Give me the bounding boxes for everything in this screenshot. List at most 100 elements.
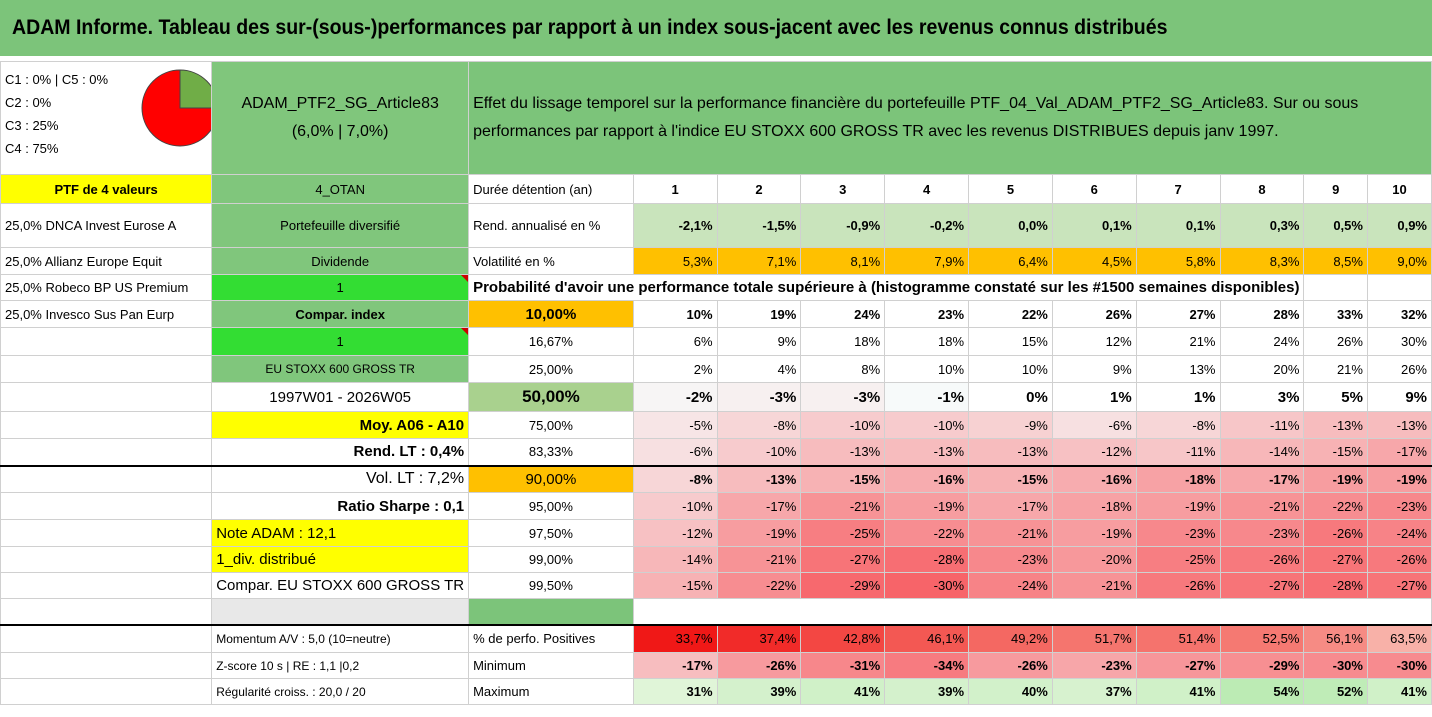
prob-cell: 10% xyxy=(884,355,970,383)
pos-value: 56,1% xyxy=(1303,623,1368,653)
info-one-a: 1 xyxy=(211,274,470,301)
report-title: ADAM Informe. Tableau des sur-(sous-)per… xyxy=(12,16,1168,39)
info-zscore: Z-score 10 s | RE : 1,1 |0,2 xyxy=(211,652,470,679)
duration-header: 7 xyxy=(1135,174,1221,204)
prob-threshold: 97,50% xyxy=(468,519,634,547)
prob-cell: 26% xyxy=(1051,300,1137,328)
pos-value: 33,7% xyxy=(632,623,718,653)
prob-cell: -20% xyxy=(1051,546,1137,573)
description-line-2: performances par rapport à l'indice EU S… xyxy=(473,123,1279,140)
prob-cell: -23% xyxy=(968,546,1053,573)
prob-cell: 12% xyxy=(1051,327,1137,356)
min-value: -26% xyxy=(716,652,802,679)
category-c2: C2 : 0% xyxy=(5,95,52,110)
prob-cell: 20% xyxy=(1219,355,1305,383)
duration-header: 2 xyxy=(716,174,802,204)
prob-cell: 18% xyxy=(884,327,970,356)
prob-cell: -26% xyxy=(1219,546,1305,573)
prob-cell: -9% xyxy=(968,411,1053,439)
prob-cell: -21% xyxy=(1219,492,1305,520)
prob-cell: -21% xyxy=(800,492,886,520)
prob-cell: 21% xyxy=(1303,355,1368,383)
category-c4: C4 : 75% xyxy=(5,141,59,156)
rend-value: -2,1% xyxy=(632,203,718,248)
min-value: -30% xyxy=(1303,652,1368,679)
ptf-label: PTF de 4 valeurs xyxy=(0,174,213,204)
duration-header: 5 xyxy=(968,174,1053,204)
max-value: 37% xyxy=(1051,678,1137,705)
rend-value: 0,1% xyxy=(1135,203,1221,248)
rend-value: -0,9% xyxy=(800,203,886,248)
duration-header: 6 xyxy=(1051,174,1137,204)
prob-cell: 26% xyxy=(1366,355,1432,383)
info-diversified: Portefeuille diversifié xyxy=(211,203,470,248)
prob-cell: -1% xyxy=(884,382,970,412)
vol-value: 5,8% xyxy=(1135,247,1221,275)
info-period: 1997W01 - 2026W05 xyxy=(211,382,470,412)
description-line-1: Effet du lissage temporel sur la perform… xyxy=(473,95,1359,112)
holding-2: 25,0% Allianz Europe Equit xyxy=(0,247,213,275)
min-value: -34% xyxy=(884,652,970,679)
max-value: 39% xyxy=(716,678,802,705)
pos-value: 42,8% xyxy=(800,623,886,653)
prob-cell: 10% xyxy=(632,300,718,328)
prob-cell: -22% xyxy=(716,572,802,599)
info-vol-lt: Vol. LT : 7,2% xyxy=(211,464,470,493)
vol-label: Volatilité en % xyxy=(468,247,634,275)
prob-cell: 10% xyxy=(968,355,1053,383)
prob-cell: -13% xyxy=(1303,411,1368,439)
prob-cell: -13% xyxy=(716,464,802,493)
prob-cell: -27% xyxy=(1303,546,1368,573)
prob-cell: -26% xyxy=(1303,519,1368,547)
vol-value: 8,3% xyxy=(1219,247,1305,275)
prob-cell: -19% xyxy=(884,492,970,520)
prob-cell: -17% xyxy=(1219,464,1305,493)
rend-value: 0,9% xyxy=(1366,203,1432,248)
report-title-bar: ADAM Informe. Tableau des sur-(sous-)per… xyxy=(0,0,1432,58)
vol-value: 5,3% xyxy=(632,247,718,275)
prob-cell: -18% xyxy=(1135,464,1221,493)
prob-cell: -13% xyxy=(968,438,1053,466)
prob-cell: -17% xyxy=(968,492,1053,520)
pos-value: 51,7% xyxy=(1051,623,1137,653)
max-value: 31% xyxy=(632,678,718,705)
prob-cell: 19% xyxy=(716,300,802,328)
max-value: 41% xyxy=(1366,678,1432,705)
prob-cell: 21% xyxy=(1135,327,1221,356)
max-value: 52% xyxy=(1303,678,1368,705)
holding-3: 25,0% Robeco BP US Premium xyxy=(0,274,213,301)
prob-cell: -13% xyxy=(884,438,970,466)
vol-value: 9,0% xyxy=(1366,247,1432,275)
portfolio-code: 4_OTAN xyxy=(211,174,470,204)
prob-cell: -14% xyxy=(1219,438,1305,466)
prob-cell: -15% xyxy=(1303,438,1368,466)
max-value: 41% xyxy=(800,678,886,705)
vol-value: 6,4% xyxy=(968,247,1053,275)
min-value: -23% xyxy=(1051,652,1137,679)
prob-threshold: 83,33% xyxy=(468,438,634,466)
max-value: 54% xyxy=(1219,678,1305,705)
min-value: -29% xyxy=(1219,652,1305,679)
prob-title: Probabilité d'avoir une performance tota… xyxy=(468,274,1305,301)
prob-cell: -13% xyxy=(1366,411,1432,439)
prob-cell: -26% xyxy=(1366,546,1432,573)
prob-cell: -22% xyxy=(1303,492,1368,520)
rend-value: 0,0% xyxy=(968,203,1053,248)
spacer-grey xyxy=(211,598,470,625)
pos-label: % de perfo. Positives xyxy=(468,623,634,653)
prob-cell: -19% xyxy=(1135,492,1221,520)
prob-cell: -28% xyxy=(1303,572,1368,599)
info-sharpe: Ratio Sharpe : 0,1 xyxy=(211,492,470,520)
info-compar-index: Compar. index xyxy=(211,300,470,328)
max-value: 39% xyxy=(884,678,970,705)
prob-cell: -19% xyxy=(1366,464,1432,493)
prob-cell: 30% xyxy=(1366,327,1432,356)
prob-cell: -16% xyxy=(884,464,970,493)
prob-cell: -23% xyxy=(1219,519,1305,547)
prob-cell: 5% xyxy=(1303,382,1368,412)
vol-value: 7,1% xyxy=(716,247,802,275)
rend-label: Rend. annualisé en % xyxy=(468,203,634,248)
pos-value: 63,5% xyxy=(1366,623,1432,653)
min-label: Minimum xyxy=(468,652,634,679)
duration-header: 9 xyxy=(1303,174,1368,204)
